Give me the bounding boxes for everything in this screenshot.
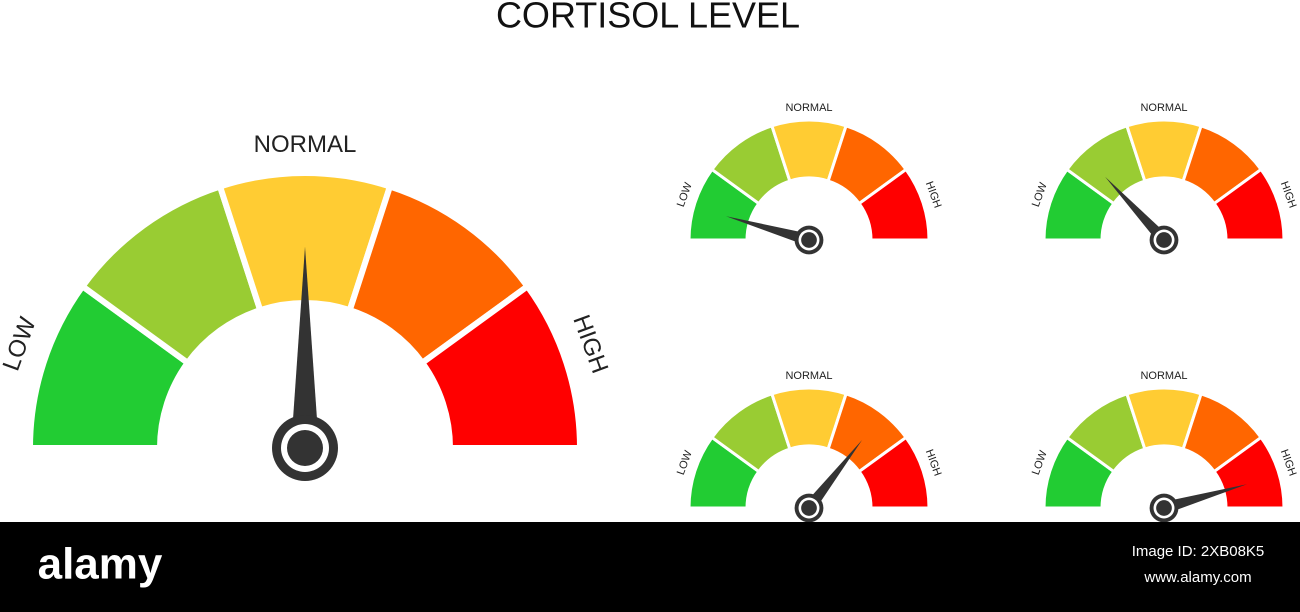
needle-hub-center [287, 430, 323, 466]
needle-hub-center [801, 232, 817, 248]
gauge-label: NORMAL [1140, 102, 1187, 114]
needle [1162, 484, 1247, 514]
gauge-label: NORMAL [254, 131, 357, 158]
brand: alamy [38, 540, 163, 589]
gauge-label: NORMAL [1140, 370, 1187, 382]
title: CORTISOL LEVEL [496, 0, 800, 36]
needle [726, 216, 811, 246]
needle [804, 440, 863, 512]
url: www.alamy.com [1143, 569, 1251, 586]
needle [291, 246, 319, 448]
gauge-label: NORMAL [785, 370, 832, 382]
gauge-segment [1212, 167, 1286, 242]
gauge-segment [857, 435, 931, 510]
footer-bar [0, 522, 1300, 612]
needle-hub-center [801, 500, 817, 516]
gauge-segment [418, 282, 584, 451]
gauge-segment [857, 167, 931, 242]
needle [1105, 176, 1169, 245]
gauge-label: NORMAL [785, 102, 832, 114]
needle-hub-center [1156, 232, 1172, 248]
gauge-segment [1212, 435, 1286, 510]
needle-hub-center [1156, 500, 1172, 516]
image-id: Image ID: 2XB08K5 [1132, 543, 1265, 560]
